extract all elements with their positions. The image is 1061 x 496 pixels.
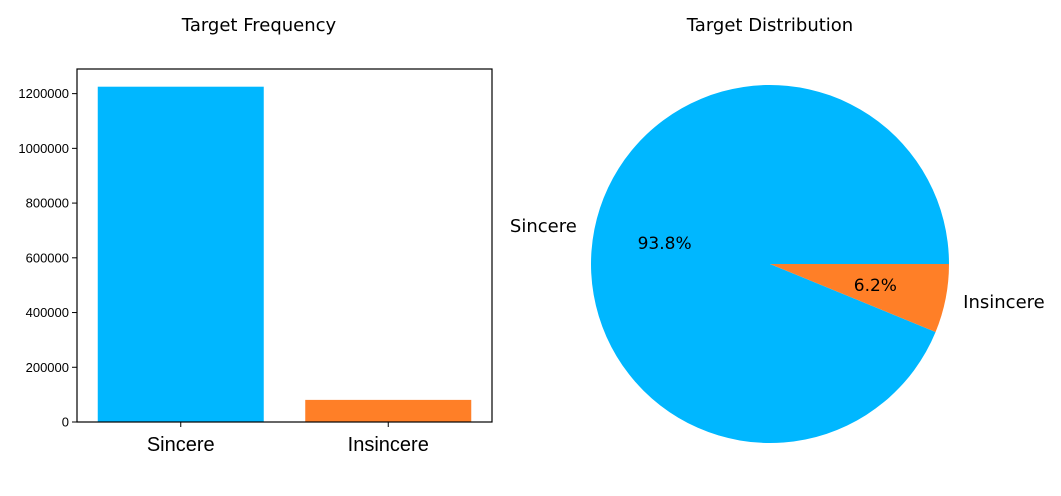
bar-sincere [97, 86, 264, 422]
x-axis: Sincere Insincere [147, 422, 429, 456]
x-tick-label: Sincere [147, 434, 215, 456]
pie-label-sincere: Sincere [510, 216, 577, 237]
pie-pct-insincere: 6.2% [854, 276, 897, 296]
y-tick-label: 1200000 [18, 86, 69, 101]
y-tick-label: 0 [62, 415, 69, 430]
plot-frame [76, 68, 493, 423]
y-tick-label: 800000 [26, 196, 69, 211]
y-tick-label: 200000 [26, 360, 69, 375]
pie-slices [591, 84, 949, 443]
y-tick-label: 1000000 [18, 141, 69, 156]
y-tick-label: 400000 [26, 305, 69, 320]
y-tick-label: 600000 [26, 250, 69, 265]
pie-slice-insincere [770, 264, 949, 332]
pie-chart-title: Target Distribution [686, 15, 853, 36]
y-axis: 0 200000 400000 600000 800000 1000000 1200000 [18, 86, 77, 430]
x-tick-label: Insincere [348, 434, 429, 456]
pie-labels: Sincere 93.8% Insincere 6.2% [510, 216, 1045, 313]
pie-label-insincere: Insincere [963, 292, 1045, 313]
pie-slice-sincere [591, 84, 949, 443]
bar-group [97, 86, 472, 422]
pie-chart: Target Distribution Sincere 93.8% Insincer… [510, 15, 1045, 443]
bar-chart-title: Target Frequency [181, 15, 337, 36]
bar-insincere [305, 399, 472, 422]
bar-chart: Target Frequency 0 200000 400000 600000 8000… [18, 15, 493, 456]
pie-pct-sincere: 93.8% [638, 234, 692, 254]
